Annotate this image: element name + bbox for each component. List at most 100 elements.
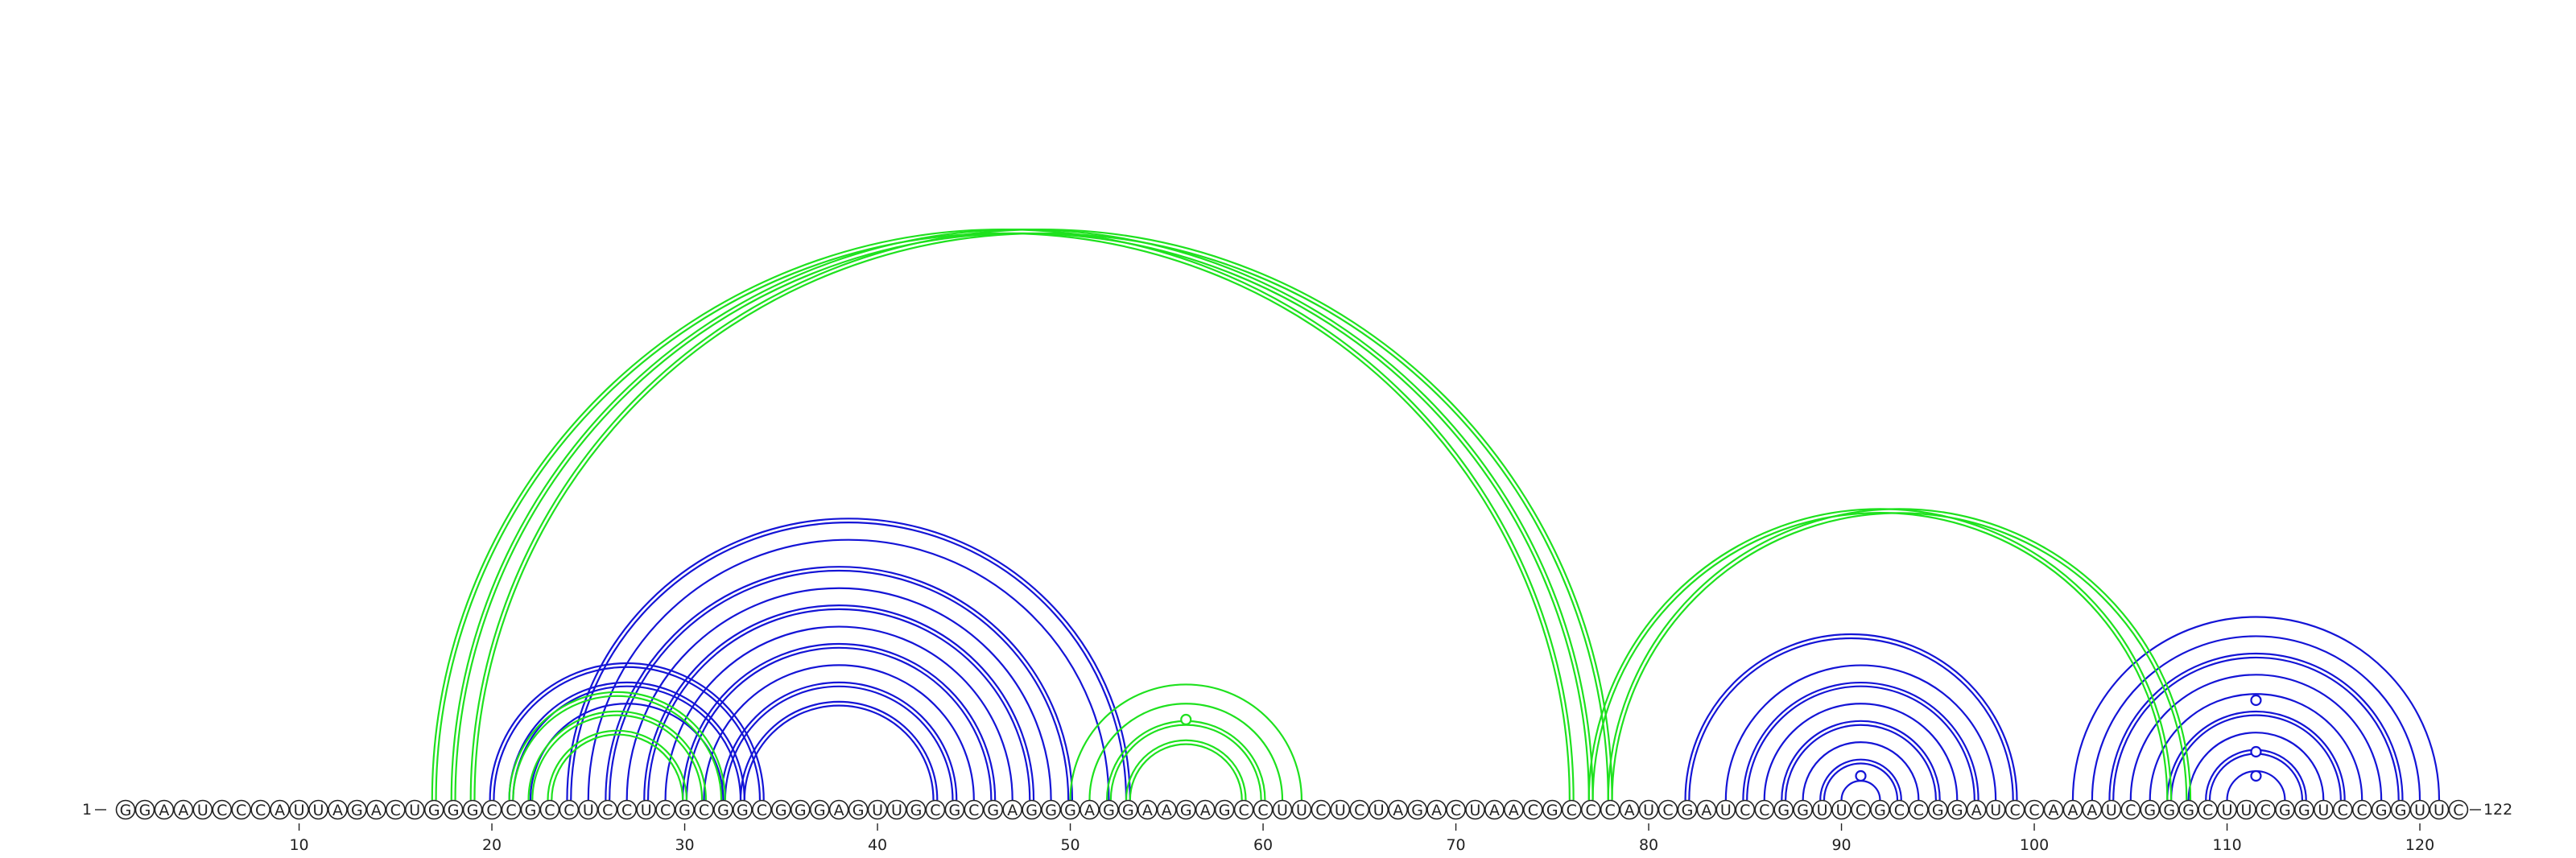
nucleotide-letter: C bbox=[217, 802, 227, 819]
nucleotide-letter: G bbox=[1951, 802, 1963, 819]
nucleotide-circle bbox=[385, 799, 406, 820]
nucleotide: C bbox=[1657, 799, 1678, 820]
nucleotide-letter: U bbox=[294, 802, 305, 819]
nucleotide-circle bbox=[1677, 799, 1698, 820]
nucleotide: U bbox=[578, 799, 599, 820]
nucleotide: U bbox=[2429, 799, 2450, 820]
nucleotide-circle bbox=[192, 799, 213, 820]
nucleotide-letter: U bbox=[313, 802, 324, 819]
nucleotide-letter: A bbox=[275, 802, 285, 819]
nucleotide-circle bbox=[2217, 799, 2237, 820]
nucleotide-letter: G bbox=[351, 802, 363, 819]
nucleotide: G bbox=[1870, 799, 1890, 820]
nucleotide-circle bbox=[501, 799, 522, 820]
base-pair-arc bbox=[703, 664, 975, 801]
nucleotide: G bbox=[1118, 799, 1138, 820]
nucleotide-letter: C bbox=[1913, 802, 1924, 819]
nucleotide: A bbox=[173, 799, 194, 820]
nucleotide: G bbox=[1773, 799, 1794, 820]
nucleotide-letter: G bbox=[1932, 802, 1944, 819]
nucleotide-letter: C bbox=[660, 802, 671, 819]
nucleotide-circle bbox=[2332, 799, 2353, 820]
nucleotide-letter: A bbox=[1509, 802, 1519, 819]
base-pair-arc bbox=[1125, 739, 1247, 801]
nucleotide-circle bbox=[1388, 799, 1408, 820]
nucleotide-letter: A bbox=[1624, 802, 1635, 819]
base-pair-arc bbox=[646, 608, 1031, 801]
nucleotide-circle bbox=[2409, 799, 2430, 820]
nucleotide: U bbox=[1330, 799, 1351, 820]
nucleotide-letter: C bbox=[486, 802, 497, 819]
base-pair-arc bbox=[2108, 652, 2404, 801]
nucleotide: A bbox=[154, 799, 175, 820]
nucleotide-letter: C bbox=[1740, 802, 1750, 819]
nucleotide-circle bbox=[1619, 799, 1640, 820]
nucleotide-circle bbox=[404, 799, 425, 820]
nucleotide: C bbox=[1600, 799, 1620, 820]
base-pair-arc bbox=[2170, 714, 2342, 801]
nucleotide-letter: U bbox=[1990, 802, 2001, 819]
nucleotide-circle bbox=[1214, 799, 1235, 820]
nucleotide: G bbox=[520, 799, 541, 820]
nucleotide-letter: U bbox=[2434, 802, 2445, 819]
nucleotide-circle bbox=[1928, 799, 1948, 820]
nucleotide: C bbox=[212, 799, 233, 820]
nucleotide: U bbox=[308, 799, 328, 820]
nucleotide-circle bbox=[481, 799, 502, 820]
nucleotide-letter: A bbox=[1489, 802, 1500, 819]
nucleotide-letter: U bbox=[1643, 802, 1654, 819]
nucleotide: U bbox=[192, 799, 213, 820]
base-pair-arc bbox=[1611, 512, 2188, 801]
nucleotide-circle bbox=[655, 799, 675, 820]
nucleotide-letter: C bbox=[1354, 802, 1364, 819]
base-pair-arc bbox=[1781, 720, 1941, 801]
loop-marker bbox=[2250, 745, 2262, 758]
base-pair-arc bbox=[1785, 724, 1937, 801]
nucleotide-letter: C bbox=[621, 802, 632, 819]
nucleotide: A bbox=[270, 799, 290, 820]
nucleotide: G bbox=[2140, 799, 2161, 820]
tick-label: 70 bbox=[1446, 836, 1465, 854]
nucleotide-letter: C bbox=[390, 802, 401, 819]
nucleotide: G bbox=[115, 799, 136, 820]
nucleotide-letter: A bbox=[1007, 802, 1018, 819]
nucleotide-circle bbox=[636, 799, 656, 820]
base-pair-arc bbox=[547, 729, 688, 801]
nucleotide-letter: A bbox=[2049, 802, 2059, 819]
nucleotide: C bbox=[1580, 799, 1601, 820]
nucleotide: C bbox=[2256, 799, 2276, 820]
base-pair-arc bbox=[469, 229, 1613, 801]
nucleotide-circle bbox=[1137, 799, 1158, 820]
nucleotide: G bbox=[1099, 799, 1119, 820]
nucleotide-circle bbox=[906, 799, 927, 820]
base-pair-arc bbox=[1688, 637, 2014, 801]
nucleotide-letter: C bbox=[2338, 802, 2348, 819]
nucleotide-letter: G bbox=[1682, 802, 1694, 819]
loop-marker bbox=[1180, 713, 1192, 726]
nucleotide-letter: A bbox=[1431, 802, 1442, 819]
nucleotide: U bbox=[2314, 799, 2334, 820]
nucleotide: U bbox=[1812, 799, 1832, 820]
nucleotide-circle bbox=[1831, 799, 1852, 820]
nucleotide-letter: U bbox=[1836, 802, 1847, 819]
nucleotide: G bbox=[983, 799, 1004, 820]
nucleotide-circle bbox=[2082, 799, 2103, 820]
nucleotide: U bbox=[2409, 799, 2430, 820]
nucleotide: C bbox=[1253, 799, 1274, 820]
nucleotide: G bbox=[2371, 799, 2392, 820]
nucleotide-letter: G bbox=[2144, 802, 2156, 819]
tick-label: 30 bbox=[675, 836, 694, 854]
nucleotide-letter: G bbox=[139, 802, 151, 819]
base-pair-arc bbox=[1591, 512, 2169, 801]
nucleotide-circle bbox=[2198, 799, 2218, 820]
nucleotide-circle bbox=[347, 799, 367, 820]
nucleotide-circle bbox=[2275, 799, 2295, 820]
base-pair-arc bbox=[566, 518, 1131, 801]
nucleotide-circle bbox=[1754, 799, 1775, 820]
nucleotide-letter: A bbox=[2087, 802, 2097, 819]
tick-label: 80 bbox=[1639, 836, 1658, 854]
nucleotide-circle bbox=[1311, 799, 1331, 820]
nucleotide-circle bbox=[675, 799, 695, 820]
nucleotide-circle bbox=[828, 799, 849, 820]
